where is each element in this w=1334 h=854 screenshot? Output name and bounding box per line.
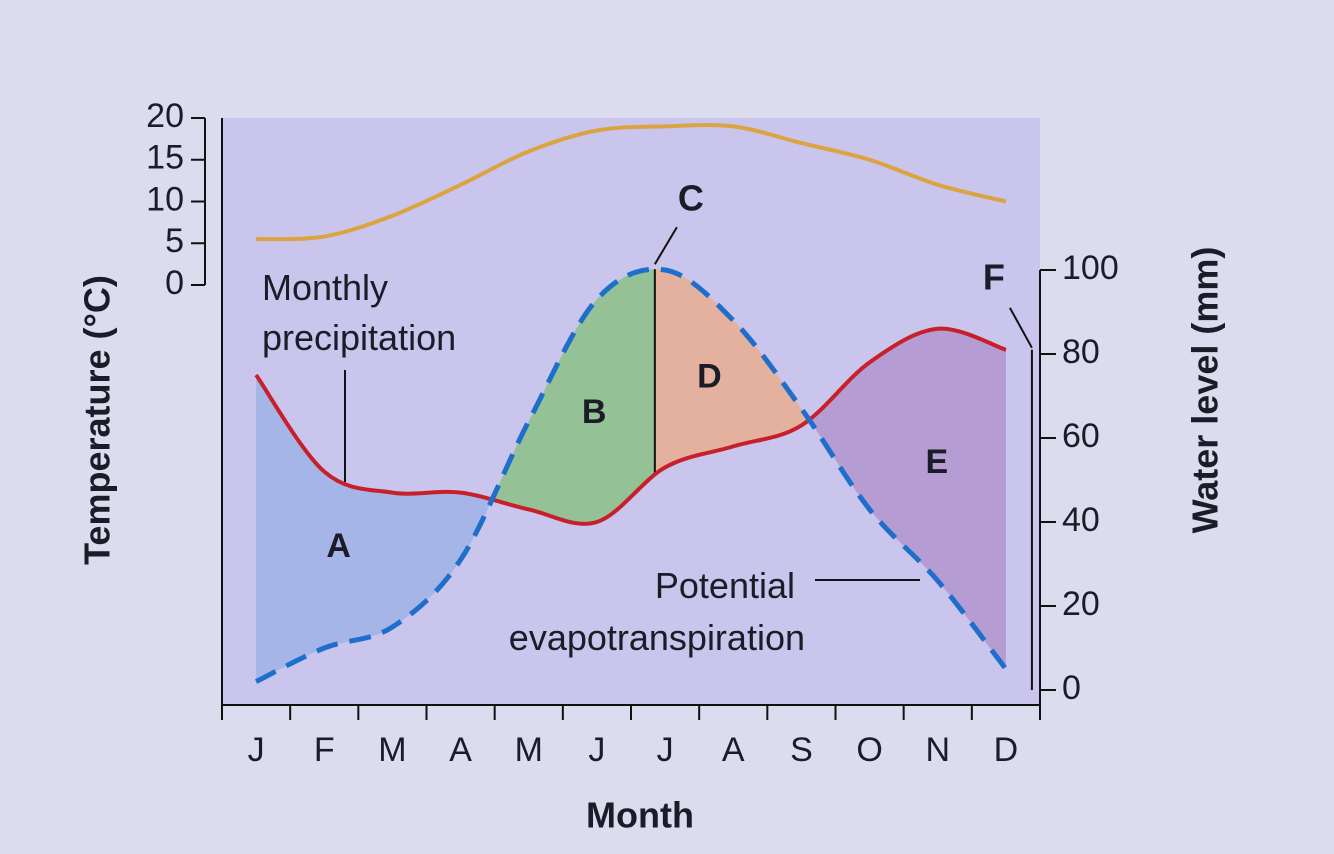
x-tick-label: M [378, 731, 406, 769]
y2-tick-label: 100 [1062, 249, 1119, 287]
y2-tick-label: 0 [1062, 669, 1081, 707]
y2-tick-label: 40 [1062, 501, 1100, 539]
line-label: C [678, 178, 704, 219]
x-tick-label: N [925, 731, 950, 769]
series-line [254, 326, 1007, 526]
y-tick-label: 5 [165, 222, 184, 260]
region-fill [256, 375, 495, 682]
x-axis-title: Month [586, 795, 694, 836]
x-tick-label: J [657, 731, 674, 769]
leader-line [653, 226, 678, 265]
region-label: A [326, 527, 351, 565]
region-label: D [697, 358, 722, 396]
y2-axis-title: Water level (mm) [1185, 247, 1226, 534]
x-tick-label: J [588, 731, 605, 769]
line-label: F [983, 256, 1005, 297]
region-fill [811, 328, 1006, 669]
y-tick-label: 20 [146, 97, 184, 135]
leader-line [1009, 307, 1033, 349]
series-line [256, 122, 1007, 242]
x-tick-label: O [856, 731, 882, 769]
x-tick-label: A [722, 731, 745, 769]
region-fill [654, 269, 812, 475]
series-line [254, 266, 1008, 684]
precipitation-label: Monthly precipitation [262, 267, 456, 358]
region-label: B [582, 393, 607, 431]
x-tick-label: J [248, 731, 265, 769]
x-tick-label: A [449, 731, 472, 769]
x-tick-label: M [515, 731, 543, 769]
y2-tick-label: 60 [1062, 417, 1100, 455]
evapotranspiration-label: Potential evapotranspiration [509, 565, 805, 658]
y-tick-label: 0 [165, 264, 184, 302]
x-tick-label: S [790, 731, 813, 769]
y2-tick-label: 80 [1062, 333, 1100, 371]
y-axis-title: Temperature (°C) [77, 275, 118, 565]
region-fill [494, 269, 655, 524]
region-label: E [925, 443, 948, 481]
x-tick-label: D [994, 731, 1019, 769]
y2-tick-label: 20 [1062, 585, 1100, 623]
y-tick-label: 15 [146, 139, 184, 177]
y-tick-label: 10 [146, 180, 184, 218]
x-tick-label: F [314, 731, 335, 769]
